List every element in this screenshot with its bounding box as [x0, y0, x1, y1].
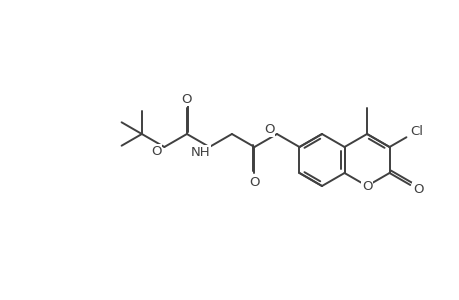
Text: O: O: [263, 123, 274, 136]
Text: O: O: [361, 179, 371, 193]
Text: Cl: Cl: [409, 125, 422, 138]
Text: O: O: [412, 183, 422, 196]
Text: O: O: [151, 145, 162, 158]
Text: NH: NH: [190, 146, 210, 158]
Text: O: O: [249, 176, 259, 188]
Text: O: O: [181, 92, 192, 106]
